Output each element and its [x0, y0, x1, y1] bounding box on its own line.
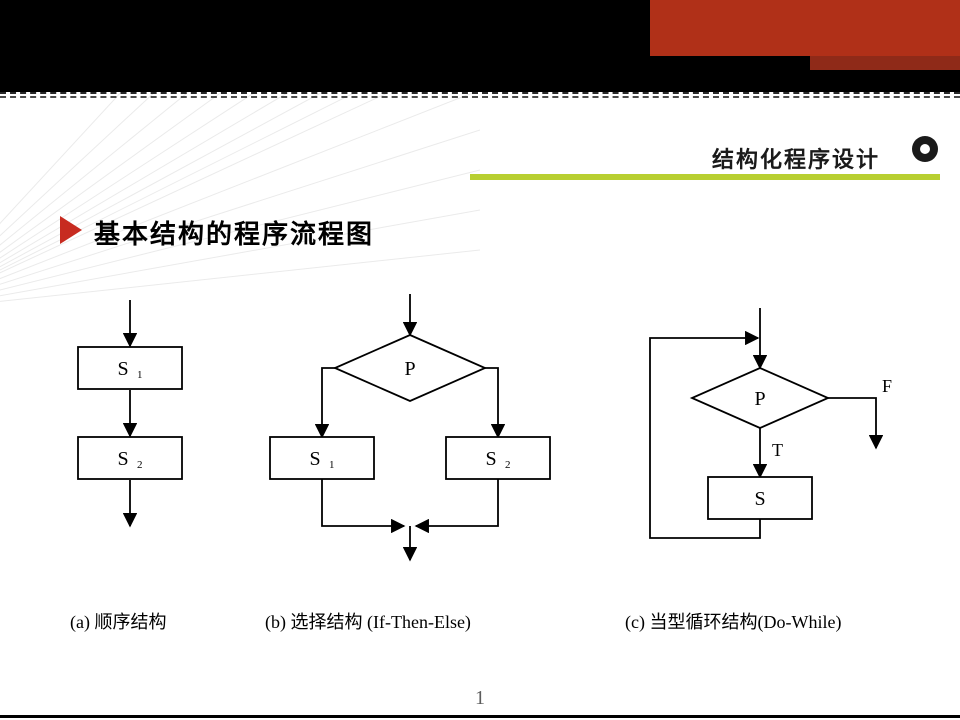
svg-text:F: F [882, 376, 892, 396]
top-band-red [650, 0, 960, 56]
section-bullet-icon [60, 216, 82, 244]
page-header-title: 结构化程序设计 [712, 142, 880, 174]
svg-text:S: S [485, 448, 496, 470]
svg-text:1: 1 [329, 459, 335, 471]
caption-b: (b) 选择结构 (If-Then-Else) [265, 608, 471, 634]
svg-text:P: P [754, 388, 765, 410]
dashed-rule-1 [0, 92, 960, 94]
svg-text:S: S [117, 358, 128, 380]
svg-text:P: P [404, 358, 415, 380]
svg-text:2: 2 [505, 459, 511, 471]
svg-text:S: S [117, 448, 128, 470]
diagram-c-loop: P T S F [650, 308, 892, 538]
caption-c: (c) 当型循环结构(Do-While) [625, 608, 841, 634]
top-band-red-small [810, 56, 960, 70]
slide: 结构化程序设计 基本结构的程序流程图 S1S2 PS1S2 PTSF (a) 顺… [0, 0, 960, 720]
diagram-b-selection: PS1S2 [270, 294, 550, 560]
diagram-captions: (a) 顺序结构 (b) 选择结构 (If-Then-Else) (c) 当型循… [40, 608, 920, 638]
footer-rule [0, 715, 960, 718]
section-title: 基本结构的程序流程图 [94, 214, 374, 251]
page-number: 1 [0, 687, 960, 710]
svg-text:T: T [772, 440, 783, 460]
svg-text:2: 2 [137, 459, 143, 471]
dashed-rule-2 [0, 96, 960, 98]
header-underline [470, 174, 940, 180]
caption-a: (a) 顺序结构 [70, 608, 166, 634]
flowchart-diagrams: S1S2 PS1S2 PTSF [40, 290, 920, 600]
diagram-a-sequence: S1S2 [78, 300, 182, 526]
header-donut-icon [912, 136, 938, 162]
svg-text:S: S [309, 448, 320, 470]
svg-text:S: S [754, 488, 765, 510]
svg-text:1: 1 [137, 369, 143, 381]
